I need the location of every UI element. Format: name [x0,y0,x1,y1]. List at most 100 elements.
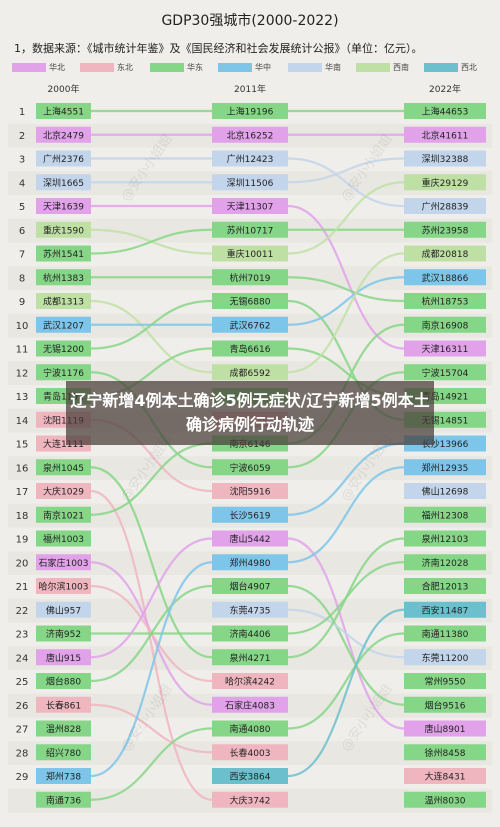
legend-item: 东北 [80,62,133,73]
city-label: 温州828 [46,724,81,735]
connector-line [287,204,405,350]
connector-line [287,608,405,778]
city-box [36,364,91,381]
city-label: 无锡1200 [43,344,84,355]
city-label: 北京16252 [227,129,274,141]
city-label: 武汉1207 [43,319,84,331]
city-label: 深圳11506 [227,178,274,189]
legend-label: 华北 [49,63,65,72]
rank-number: 5 [19,202,25,213]
city-label: 武汉18866 [422,272,469,284]
city-box [36,554,91,571]
city-label: 苏州1541 [43,248,84,260]
city-label: 青岛6616 [230,343,271,355]
column-header: 2022年 [429,83,461,95]
connector-line [90,727,213,801]
city-box [36,506,91,523]
city-box [404,720,486,737]
city-label: 北京2479 [43,129,84,141]
city-box [404,340,486,357]
city-label: 佛山957 [46,604,81,616]
city-label: 南通736 [46,794,81,806]
connector-line [90,442,213,516]
legend-label: 华东 [187,63,203,72]
city-label: 无锡6880 [230,297,271,308]
rank-number: 18 [16,511,29,522]
city-label: 郑州12935 [422,462,469,474]
connector-line [287,466,405,564]
legend-label: 西南 [393,63,409,72]
legend-item: 华东 [150,62,203,73]
city-box [404,103,486,119]
city-box [212,245,288,262]
city-label: 长春861 [46,699,81,711]
connector-line [287,276,405,326]
city-box [212,506,288,523]
connector-line [287,252,405,374]
city-label: 哈尔滨4242 [225,676,275,688]
connector-line [287,584,405,706]
city-label: 天津1639 [43,202,84,213]
city-box [212,316,288,333]
city-box [404,316,486,333]
legend-item: 华北 [12,62,65,73]
legend-swatch [424,63,458,72]
city-box [404,625,486,642]
city-box [36,530,91,547]
city-box [36,245,91,262]
city-label: 苏州23958 [422,224,469,236]
connector-line [287,442,405,516]
region-legend: 华北 东北 华东 华中 华南 西南 西北 [12,62,490,78]
city-label: 常州9550 [425,676,466,688]
city-box [212,364,288,381]
city-box [36,791,91,808]
city-box [212,601,288,618]
city-label: 宁波15704 [422,367,469,379]
city-box [404,554,486,571]
city-box [212,221,288,238]
city-box [212,530,288,547]
rank-number: 9 [19,297,25,308]
city-box [212,673,288,689]
city-label: 唐山915 [46,652,81,664]
city-box [404,269,486,286]
city-label: 郑州4980 [230,557,271,569]
city-label: 烟台880 [46,676,81,688]
city-box [404,483,486,499]
city-label: 泉州1045 [43,462,84,474]
city-label: 烟台4907 [230,581,271,593]
legend-label: 西北 [461,63,477,72]
rank-number: 27 [16,725,29,736]
connector-line [90,299,213,350]
city-label: 杭州18753 [422,296,469,308]
city-box [212,103,288,119]
city-box [212,269,288,286]
city-box [404,221,486,238]
city-box [212,198,288,214]
city-box [212,126,288,143]
connector-line [90,466,213,659]
city-label: 济南4406 [230,628,271,640]
city-label: 温州8030 [425,795,466,806]
city-label: 烟台9516 [425,699,466,711]
connector-line [90,299,213,374]
legend-swatch [356,63,390,72]
city-label: 大连8431 [425,771,466,783]
city-label: 南京1021 [43,509,84,521]
city-label: 广州12423 [227,153,274,165]
city-label: 杭州1383 [43,272,84,284]
city-label: 北京41611 [422,129,469,141]
city-box [212,625,288,642]
connector-line [287,632,405,730]
city-box [36,150,91,167]
city-box [212,649,288,666]
rank-number: 6 [19,226,25,237]
city-label: 苏州10717 [227,224,274,236]
legend-item: 西北 [424,62,477,73]
legend-swatch [150,63,184,72]
connector-line [90,489,213,801]
rank-number: 16 [16,463,29,474]
rank-number: 12 [16,368,29,379]
city-box [212,554,288,571]
rank-number: 24 [16,653,29,664]
